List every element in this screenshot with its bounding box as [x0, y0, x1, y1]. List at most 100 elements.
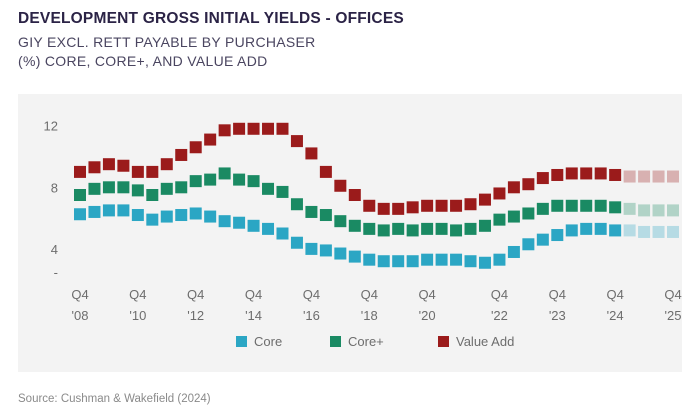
data-point [435, 199, 448, 212]
data-point [189, 207, 202, 220]
data-point [102, 204, 115, 217]
x-tick-label: '12 [187, 308, 204, 323]
data-point [74, 208, 86, 221]
data-point [594, 199, 607, 212]
data-point [146, 213, 159, 226]
data-point [290, 198, 303, 211]
data-point [305, 242, 318, 255]
data-point [421, 199, 434, 212]
legend-swatch [438, 336, 449, 347]
x-tick-label: '10 [129, 308, 146, 323]
y-axis: 12 8 4 - [44, 119, 58, 280]
data-point [551, 199, 564, 212]
data-point [88, 161, 101, 174]
legend-label: Value Add [456, 334, 514, 349]
data-point [262, 122, 275, 135]
chart-subtitle-line1: GIY EXCL. RETT PAYABLE BY PURCHASER [18, 34, 316, 50]
data-point [565, 199, 578, 212]
data-point [421, 222, 434, 235]
data-point [580, 167, 593, 180]
data-point [363, 222, 376, 235]
data-point [204, 133, 217, 146]
data-point [623, 170, 636, 183]
data-point [348, 250, 361, 263]
data-point [247, 175, 260, 188]
data-point [175, 209, 188, 222]
y-tick-label: 8 [51, 180, 58, 195]
data-point [305, 147, 318, 160]
x-tick-label: Q4 [187, 287, 204, 302]
data-point [406, 224, 419, 237]
series-core- [74, 167, 679, 237]
data-point [117, 181, 130, 194]
data-point [609, 224, 622, 237]
data-point [392, 222, 405, 235]
data-point [160, 182, 173, 195]
data-point [623, 224, 636, 237]
data-point [204, 173, 217, 186]
data-point [233, 216, 246, 229]
x-tick-label: '08 [72, 308, 89, 323]
data-point [348, 219, 361, 232]
data-point [319, 165, 332, 178]
data-point [507, 210, 520, 223]
data-point [493, 253, 506, 266]
chart-title: DEVELOPMENT GROSS INITIAL YIELDS - OFFIC… [18, 10, 404, 27]
data-point [218, 124, 231, 137]
data-point [276, 185, 289, 198]
data-point [551, 229, 564, 242]
data-point [536, 202, 549, 215]
data-point [565, 224, 578, 237]
data-point [493, 213, 506, 226]
data-marks [74, 122, 679, 269]
x-tick-label: Q4 [303, 287, 320, 302]
data-point [478, 256, 491, 269]
data-point [580, 199, 593, 212]
data-point [276, 122, 289, 135]
data-point [334, 179, 347, 192]
data-point [377, 202, 390, 215]
series-core [74, 204, 679, 269]
data-point [189, 175, 202, 188]
chart-subtitle-line2: (%) CORE, CORE+, AND VALUE ADD [18, 53, 268, 69]
data-point [218, 167, 231, 180]
chart-panel: 12 8 4 - Q4 '08 Q4 '10 Q4 '12 Q4 '14 Q4 '16 Q4 '18 Q4 '2… [18, 94, 682, 372]
data-point [160, 158, 173, 171]
data-point [536, 172, 549, 185]
x-tick-label: Q4 [361, 287, 378, 302]
data-point [262, 222, 275, 235]
data-point [594, 222, 607, 235]
data-point [609, 201, 622, 214]
data-point [131, 165, 144, 178]
data-point [638, 225, 651, 238]
x-tick-label: Q4 [245, 287, 262, 302]
y-tick-label: 12 [44, 119, 58, 134]
x-tick-label: Q4 [418, 287, 435, 302]
data-point [638, 170, 651, 183]
data-point [117, 159, 130, 172]
x-tick-label: '16 [303, 308, 320, 323]
data-point [305, 205, 318, 218]
legend: Core Core+ Value Add [236, 334, 514, 349]
data-point [290, 236, 303, 249]
x-tick-label: Q4 [664, 287, 681, 302]
data-point [536, 233, 549, 246]
data-point [377, 255, 390, 268]
x-tick-label: '18 [361, 308, 378, 323]
data-point [580, 222, 593, 235]
data-point [88, 182, 101, 195]
data-point [609, 168, 622, 181]
data-point [102, 181, 115, 194]
data-point [522, 178, 535, 191]
x-tick-label: Q4 [606, 287, 623, 302]
data-point [435, 222, 448, 235]
data-point [623, 202, 636, 215]
data-point [464, 255, 477, 268]
data-point [450, 253, 463, 266]
data-point [74, 165, 86, 178]
data-point [175, 181, 188, 194]
data-point [464, 222, 477, 235]
x-tick-label: Q4 [491, 287, 508, 302]
data-point [131, 184, 144, 197]
data-point [652, 170, 665, 183]
